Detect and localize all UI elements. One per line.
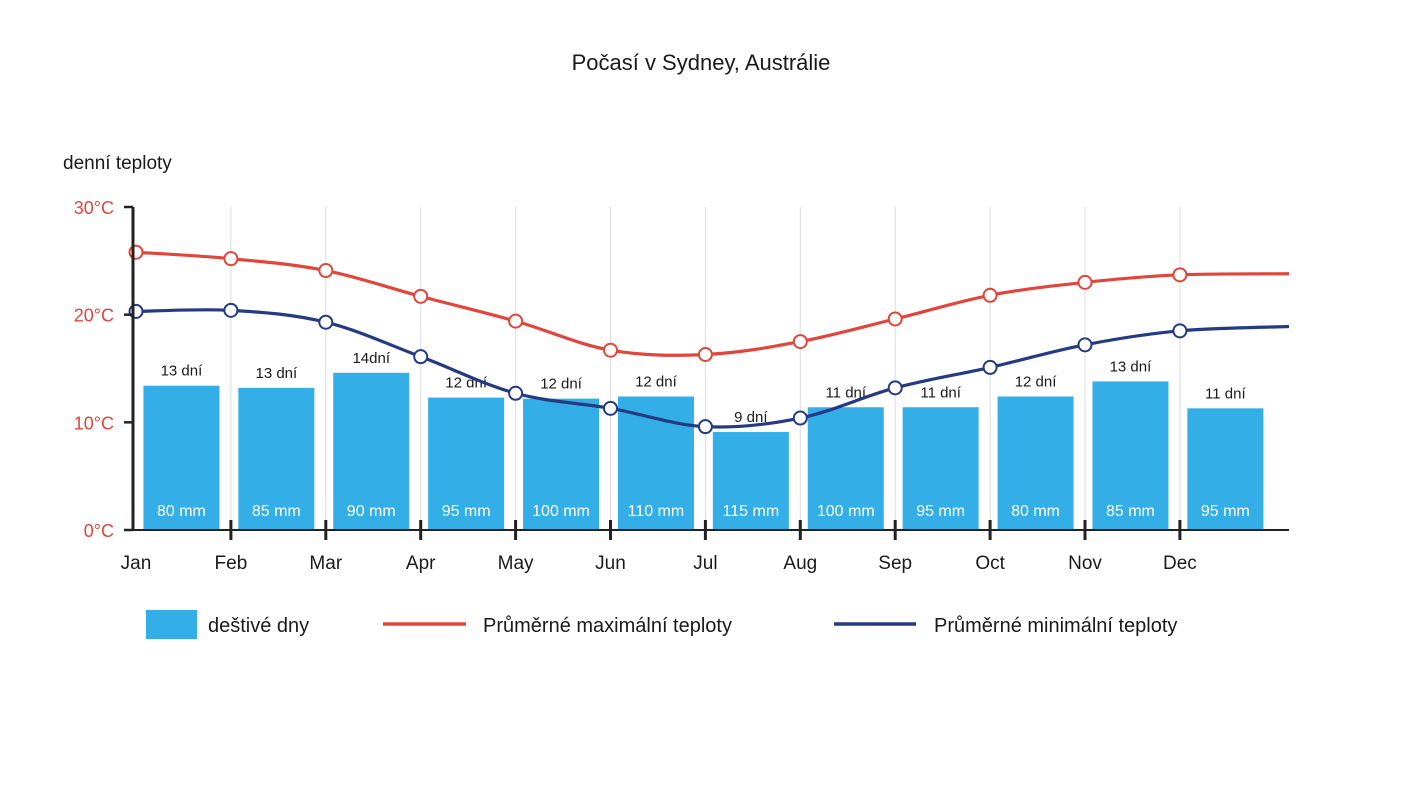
bar-jan — [143, 385, 220, 530]
bar-rain-label: 100 mm — [532, 503, 590, 520]
bar-rain-label: 100 mm — [817, 503, 875, 520]
max-temp-point-jul — [697, 347, 713, 363]
x-tick-label-dec: Dec — [1163, 553, 1197, 574]
chart-legend: deštivé dny Průměrné maximální teploty Prů… — [146, 610, 1177, 639]
min-temp-point-may — [508, 385, 524, 401]
x-tick-label-nov: Nov — [1068, 553, 1102, 574]
min-temp-point-aug — [792, 410, 808, 426]
min-temp-point-oct — [982, 359, 998, 375]
bar-day-label: 14dní — [352, 350, 390, 367]
max-temp-point-jan — [128, 244, 144, 260]
max-temp-point-feb — [223, 251, 239, 267]
bar-nov — [1092, 381, 1169, 530]
x-tick-label-jul: Jul — [693, 553, 717, 574]
bar-rain-label: 95 mm — [442, 503, 491, 520]
x-tick-label-may: May — [498, 553, 534, 574]
bar-jul — [712, 432, 789, 530]
legend-label-rainy-days: deštivé dny — [208, 615, 309, 637]
max-temp-point-oct — [982, 287, 998, 303]
min-temp-point-jan — [128, 303, 144, 319]
x-tick-label-apr: Apr — [406, 553, 436, 574]
bar-day-label: 12 dní — [540, 376, 583, 393]
bar-sep — [902, 407, 979, 530]
y-tick-label: 10°C — [74, 413, 114, 433]
x-tick-label-oct: Oct — [975, 553, 1005, 574]
temperature-lines — [128, 244, 1290, 435]
rainy-day-bars: 13 dní 80 mm 13 dní 85 mm 14dní 90 mm 12 dní 95… — [143, 350, 1264, 530]
bar-oct — [997, 396, 1074, 530]
min-temp-point-jun — [603, 400, 618, 416]
x-tick-label-aug: Aug — [783, 553, 817, 574]
min-temp-point-jul — [697, 419, 713, 435]
bar-day-label: 13 dní — [161, 363, 204, 380]
y-tick-label: 30°C — [74, 198, 114, 218]
bar-may — [523, 398, 600, 530]
bar-rain-label: 80 mm — [1011, 503, 1060, 520]
bar-day-label: 13 dní — [1110, 358, 1153, 375]
min-temp-point-dec — [1172, 323, 1188, 339]
min-temp-point-apr — [413, 349, 429, 365]
bar-rain-label: 95 mm — [1201, 503, 1250, 520]
bar-rain-label: 95 mm — [916, 503, 965, 520]
min-temp-point-feb — [223, 302, 239, 318]
bar-day-label: 12 dní — [635, 373, 678, 390]
min-temp-point-mar — [318, 314, 334, 330]
chart-axes: 30°C 20°C 10°C 0°C Jan Feb Mar Apr May Jun Jul Aug S… — [74, 198, 1289, 574]
bar-day-label: 11 dní — [1205, 385, 1246, 402]
bar-mar — [333, 372, 410, 530]
bar-rain-label: 80 mm — [157, 503, 206, 520]
max-temp-point-dec — [1172, 267, 1188, 283]
bar-day-label: 13 dní — [255, 365, 298, 382]
bar-apr — [428, 397, 505, 530]
y-tick-label: 0°C — [84, 521, 114, 541]
bar-rain-label: 110 mm — [628, 503, 685, 520]
bar-day-label: 11 dní — [920, 384, 961, 401]
x-tick-label-feb: Feb — [215, 553, 248, 574]
x-tick-label-jan: Jan — [121, 553, 152, 574]
bar-day-label: 9 dní — [734, 409, 768, 426]
min-temp-point-nov — [1077, 337, 1093, 353]
bar-rain-label: 85 mm — [252, 503, 301, 520]
max-temp-point-may — [508, 313, 524, 329]
x-tick-label-sep: Sep — [878, 553, 912, 574]
bar-day-label: 11 dní — [825, 384, 866, 401]
x-tick-label-jun: Jun — [595, 553, 626, 574]
chart-title: Počasí v Sydney, Austrálie — [572, 50, 831, 75]
max-temp-point-nov — [1077, 274, 1093, 290]
x-tick-label-mar: Mar — [309, 553, 342, 574]
min-temp-point-sep — [887, 380, 903, 396]
max-temp-point-sep — [887, 311, 903, 327]
legend-label-min-temp: Průměrné minimální teploty — [934, 615, 1177, 637]
max-temp-point-jun — [603, 342, 618, 358]
bar-day-label: 12 dní — [1015, 373, 1058, 390]
max-temp-point-mar — [318, 263, 334, 279]
bar-dec — [1187, 408, 1264, 530]
bar-rain-label: 90 mm — [347, 503, 396, 520]
bar-rain-label: 115 mm — [723, 503, 780, 520]
bar-aug — [807, 407, 884, 530]
y-tick-label: 20°C — [74, 306, 114, 326]
legend-swatch-rainy-days — [146, 610, 197, 639]
bar-feb — [238, 387, 315, 530]
bar-rain-label: 85 mm — [1106, 503, 1155, 520]
max-temp-point-apr — [413, 288, 429, 304]
max-temp-point-aug — [792, 334, 808, 350]
legend-label-max-temp: Průměrné maximální teploty — [483, 615, 732, 637]
y-axis-label: denní teploty — [63, 153, 172, 174]
